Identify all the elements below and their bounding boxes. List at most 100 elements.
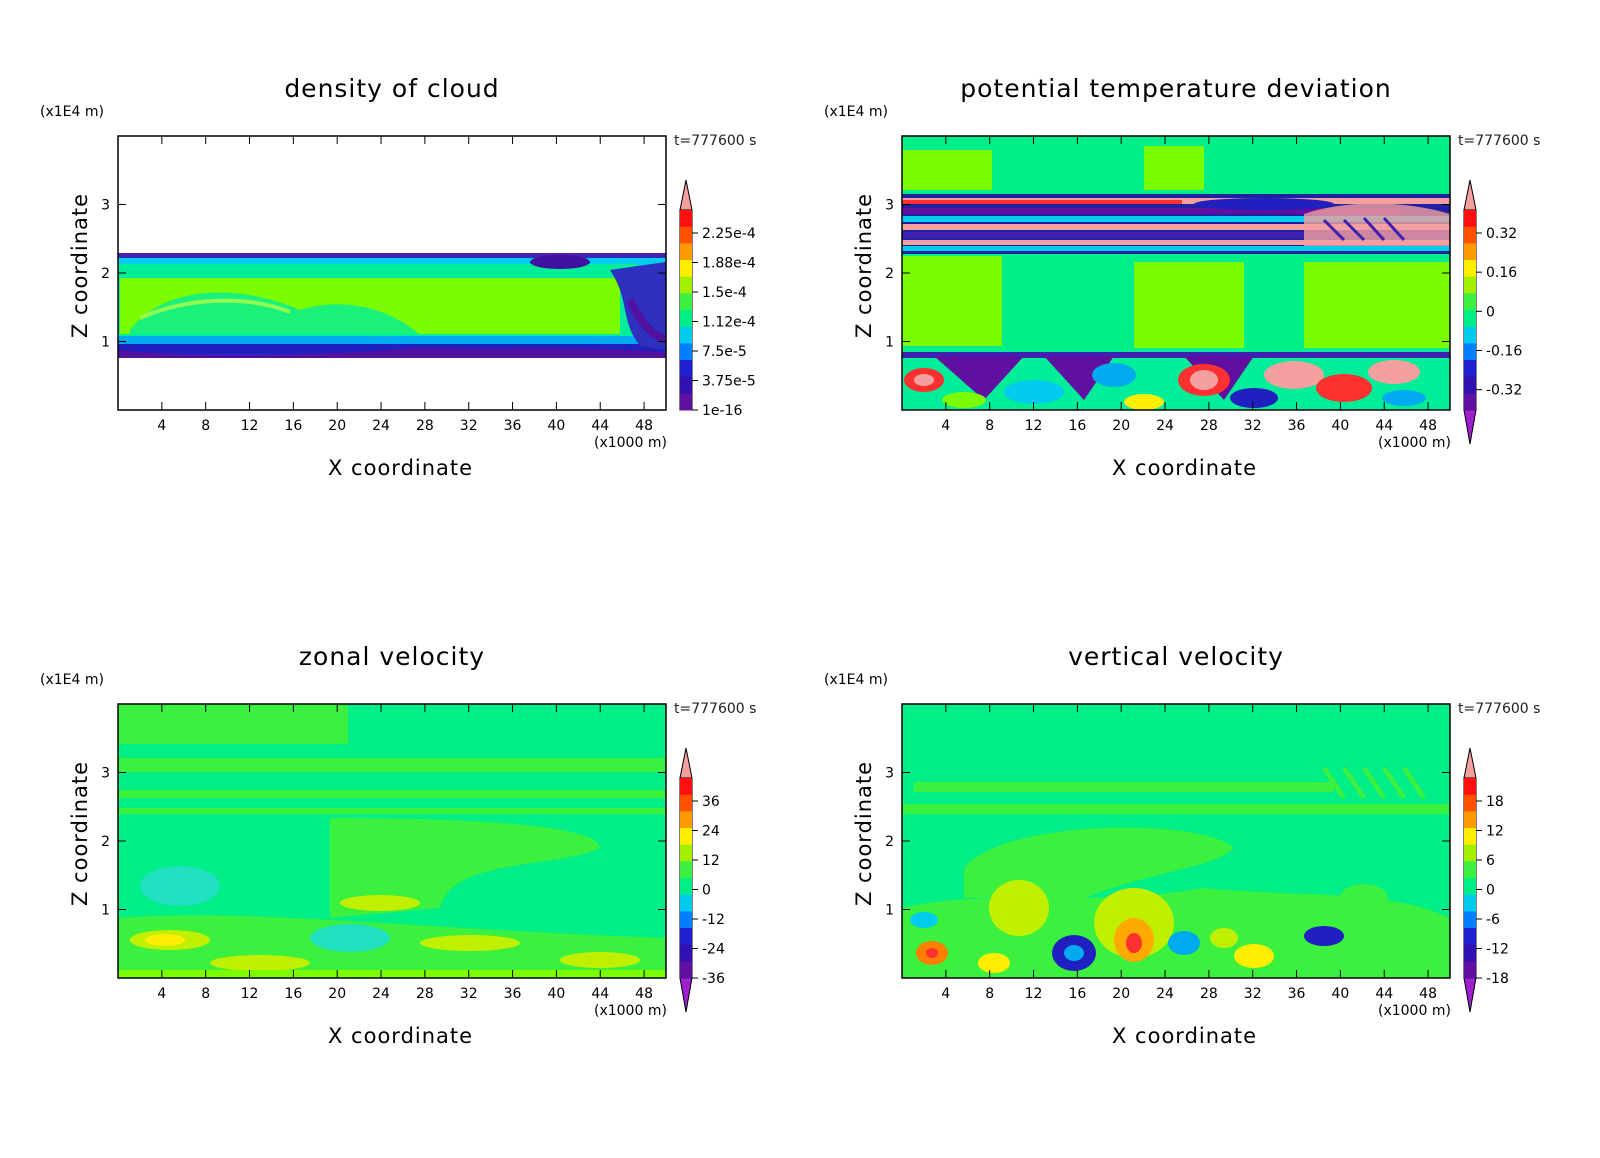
colorbar-label: 1e-16	[702, 403, 742, 419]
colorbar-label: -0.32	[1486, 383, 1522, 399]
colorbar: 0.32 0.16 0 -0.16 -0.32	[1463, 179, 1522, 445]
colorbar-band	[1464, 778, 1476, 796]
x-tick-label: 4	[157, 986, 166, 1002]
colorbar-band	[680, 260, 692, 278]
colorbar-band	[680, 293, 692, 311]
x-tick-label: 20	[1112, 418, 1130, 434]
x-tick-label: 32	[1244, 418, 1262, 434]
y-axis-label: Z coordinate	[852, 192, 876, 338]
colorbar-band	[680, 210, 692, 228]
y-unit-label: (x1E4 m)	[824, 672, 888, 688]
colorbar-band	[680, 944, 692, 962]
theta-field	[902, 136, 1450, 410]
x-unit-label: (x1000 m)	[594, 1003, 667, 1019]
colorbar-band	[1464, 844, 1476, 862]
colorbar-band	[1464, 376, 1476, 394]
colorbar-label: 12	[1486, 824, 1504, 840]
chart-panel-vertical: 4 8 12 16 20 24 28 32 36 40 44 48 1 2 3 18 12 6 0 -6 -12 -18…	[784, 568, 1564, 1128]
vertical-field	[902, 704, 1450, 978]
x-tick-label: 40	[1331, 986, 1349, 1002]
zonal-field	[118, 704, 666, 978]
colorbar-band	[1464, 828, 1476, 846]
colorbar-band	[680, 844, 692, 862]
colorbar-band	[680, 326, 692, 344]
colorbar-band	[680, 828, 692, 846]
colorbar-band	[680, 376, 692, 394]
colorbar-band	[680, 794, 692, 812]
colorbar-label: 0.16	[1486, 265, 1517, 281]
x-tick-label: 8	[201, 986, 210, 1002]
colorbar-label: -12	[702, 912, 725, 928]
colorbar-band	[1464, 310, 1476, 328]
colorbar-band	[680, 778, 692, 796]
x-tick-label: 48	[1419, 418, 1437, 434]
colorbar-band	[680, 961, 692, 979]
y-tick-label: 3	[101, 766, 110, 782]
x-tick-label: 4	[157, 418, 166, 434]
colorbar-band	[680, 861, 692, 879]
colorbar-band	[1464, 326, 1476, 344]
x-axis-label: X coordinate	[1112, 456, 1258, 480]
y-tick-label: 3	[885, 766, 894, 782]
colorbar: 36 24 12 0 -12 -24 -36	[679, 747, 725, 1013]
colorbar-label: 1.88e-4	[702, 256, 756, 272]
x-tick-label: 16	[284, 418, 302, 434]
colorbar-band	[1464, 276, 1476, 294]
y-tick-label: 1	[885, 903, 894, 919]
colorbar-band	[680, 343, 692, 361]
chart-panel-zonal: 4 8 12 16 20 24 28 32 36 40 44 48 1 2 3 36 24 12 0 -12 -24-…	[0, 568, 780, 1128]
y-tick-label: 1	[101, 903, 110, 919]
x-tick-label: 32	[1244, 986, 1262, 1002]
y-axis-label: Z coordinate	[68, 760, 92, 906]
x-tick-label: 48	[1419, 986, 1437, 1002]
colorbar-label: 3.75e-5	[702, 374, 756, 390]
colorbar-label: 2.25e-4	[702, 226, 756, 242]
colorbar-band	[1464, 894, 1476, 912]
x-tick-label: 40	[547, 986, 565, 1002]
y-unit-label: (x1E4 m)	[40, 672, 104, 688]
x-tick-label: 28	[416, 418, 434, 434]
y-axis-label: Z coordinate	[852, 760, 876, 906]
time-label: t=777600 s	[674, 133, 757, 149]
colorbar-label: -24	[702, 942, 725, 958]
x-tick-label: 8	[201, 418, 210, 434]
time-label: t=777600 s	[1458, 133, 1541, 149]
x-tick-label: 12	[241, 986, 259, 1002]
colorbar-band	[1464, 794, 1476, 812]
x-tick-label: 32	[460, 418, 478, 434]
colorbar-band	[1464, 878, 1476, 896]
y-tick-label: 1	[101, 335, 110, 351]
x-tick-label: 36	[504, 986, 522, 1002]
colorbar-band	[680, 811, 692, 829]
x-tick-label: 24	[372, 986, 390, 1002]
colorbar-label: -12	[1486, 942, 1509, 958]
colorbar-band	[680, 226, 692, 244]
x-tick-label: 24	[372, 418, 390, 434]
colorbar-band	[1464, 260, 1476, 278]
colorbar-label: 0.32	[1486, 226, 1517, 242]
colorbar-label: 1.12e-4	[702, 315, 756, 331]
colorbar-band	[1464, 343, 1476, 361]
x-tick-label: 40	[1331, 418, 1349, 434]
x-tick-label: 16	[1068, 418, 1086, 434]
y-axis-label: Z coordinate	[68, 192, 92, 338]
colorbar-band	[1464, 944, 1476, 962]
x-axis-label: X coordinate	[328, 1024, 474, 1048]
colorbar-band	[1464, 226, 1476, 244]
colorbar-band	[1464, 293, 1476, 311]
x-tick-label: 44	[591, 418, 609, 434]
y-tick-label: 2	[885, 266, 894, 282]
colorbar-label: 0	[1486, 304, 1495, 320]
x-tick-label: 16	[284, 986, 302, 1002]
colorbar-label: 0	[702, 883, 711, 899]
x-unit-label: (x1000 m)	[594, 435, 667, 451]
chart-panel-theta: 4 8 12 16 20 24 28 32 36 40 44 48 1 2 3 0.32 0.16 0 -0.16…	[784, 0, 1564, 560]
x-tick-label: 44	[1375, 986, 1393, 1002]
x-tick-label: 24	[1156, 986, 1174, 1002]
x-tick-label: 12	[1025, 986, 1043, 1002]
colorbar-band	[680, 928, 692, 946]
colorbar-band	[680, 393, 692, 411]
colorbar-label: 7.5e-5	[702, 344, 747, 360]
